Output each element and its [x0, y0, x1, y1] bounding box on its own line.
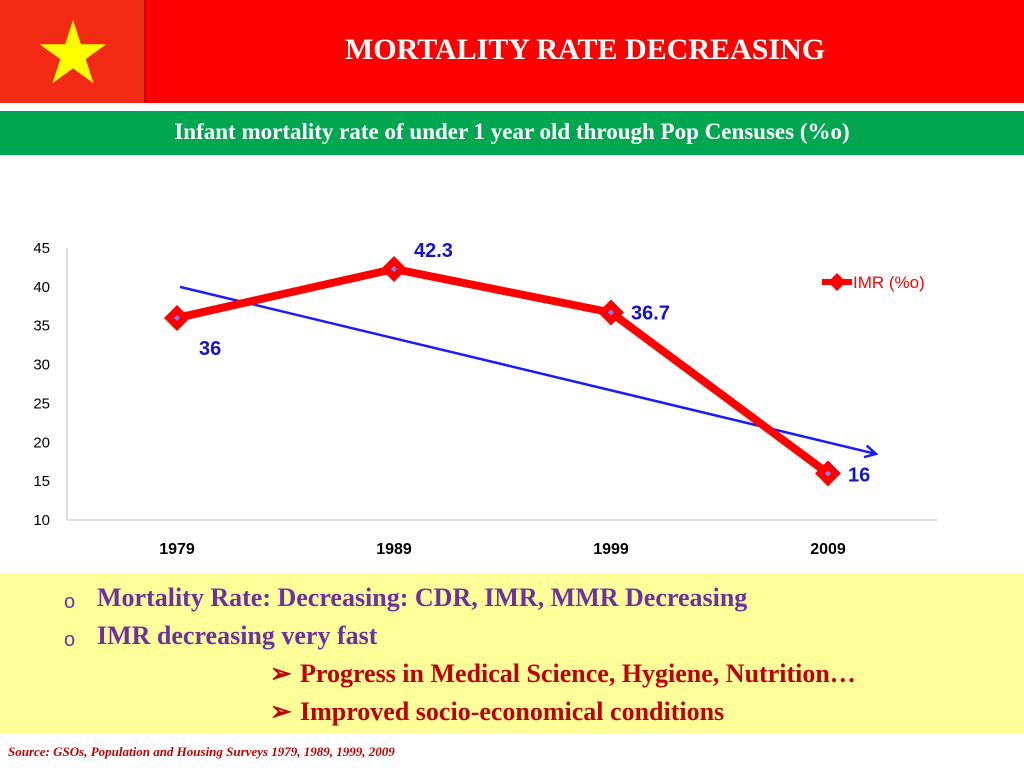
- source-note: Source: GSOs, Population and Housing Sur…: [8, 744, 395, 759]
- x-tick-label: 1999: [593, 541, 629, 558]
- data-label: 16: [848, 464, 870, 486]
- data-point-center: [608, 309, 614, 316]
- data-point-center: [391, 265, 397, 272]
- y-tick-label: 20: [33, 434, 50, 451]
- data-point-center: [174, 314, 180, 321]
- y-tick-label: 45: [33, 240, 50, 257]
- data-label: 36.7: [631, 303, 670, 325]
- notes-panel: o Mortality Rate: Decreasing: CDR, IMR, …: [0, 573, 1024, 733]
- sub-bullet-arrow-icon: ➢: [270, 659, 292, 688]
- legend-marker-swatch: [828, 273, 846, 291]
- bullet-item: Mortality Rate: Decreasing: CDR, IMR, MM…: [97, 583, 748, 612]
- x-tick-label: 1989: [376, 541, 412, 558]
- sub-bullet-item: Progress in Medical Science, Hygiene, Nu…: [300, 659, 856, 688]
- series-line-imr: [176, 264, 831, 477]
- legend: IMR (%o): [822, 273, 925, 292]
- bullet-item: IMR decreasing very fast: [97, 621, 378, 650]
- y-tick-label: 25: [33, 395, 50, 412]
- y-tick-label: 40: [33, 279, 50, 296]
- vietnam-flag: [0, 0, 146, 103]
- bullet-marker: o: [64, 591, 76, 613]
- x-tick-label: 1979: [159, 541, 195, 558]
- x-tick-label: 2009: [810, 541, 846, 558]
- imr-line-chart: 10 15 20 25 30 35 40 45 1979 1989 1999 2009 36 42.3…: [33, 240, 937, 558]
- data-label: 36: [199, 338, 221, 360]
- divider: [0, 103, 1024, 111]
- sub-bullet-item: Improved socio-economical conditions: [300, 697, 725, 726]
- chart-subtitle: Infant mortality rate of under 1 year ol…: [174, 119, 850, 144]
- y-tick-label: 10: [33, 512, 50, 529]
- data-label: 42.3: [414, 240, 453, 262]
- y-tick-label: 15: [33, 473, 50, 490]
- sub-bullet-arrow-icon: ➢: [270, 697, 292, 726]
- bullet-marker: o: [64, 629, 76, 651]
- subtitle-banner: Infant mortality rate of under 1 year ol…: [0, 111, 1024, 155]
- data-point-center: [825, 470, 831, 477]
- y-tick-label: 35: [33, 318, 50, 335]
- star-icon: [39, 20, 107, 84]
- legend-label: IMR (%o): [853, 273, 925, 292]
- header-banner: MORTALITY RATE DECREASING: [0, 0, 1024, 103]
- y-tick-label: 30: [33, 357, 50, 374]
- page-title: MORTALITY RATE DECREASING: [344, 33, 826, 66]
